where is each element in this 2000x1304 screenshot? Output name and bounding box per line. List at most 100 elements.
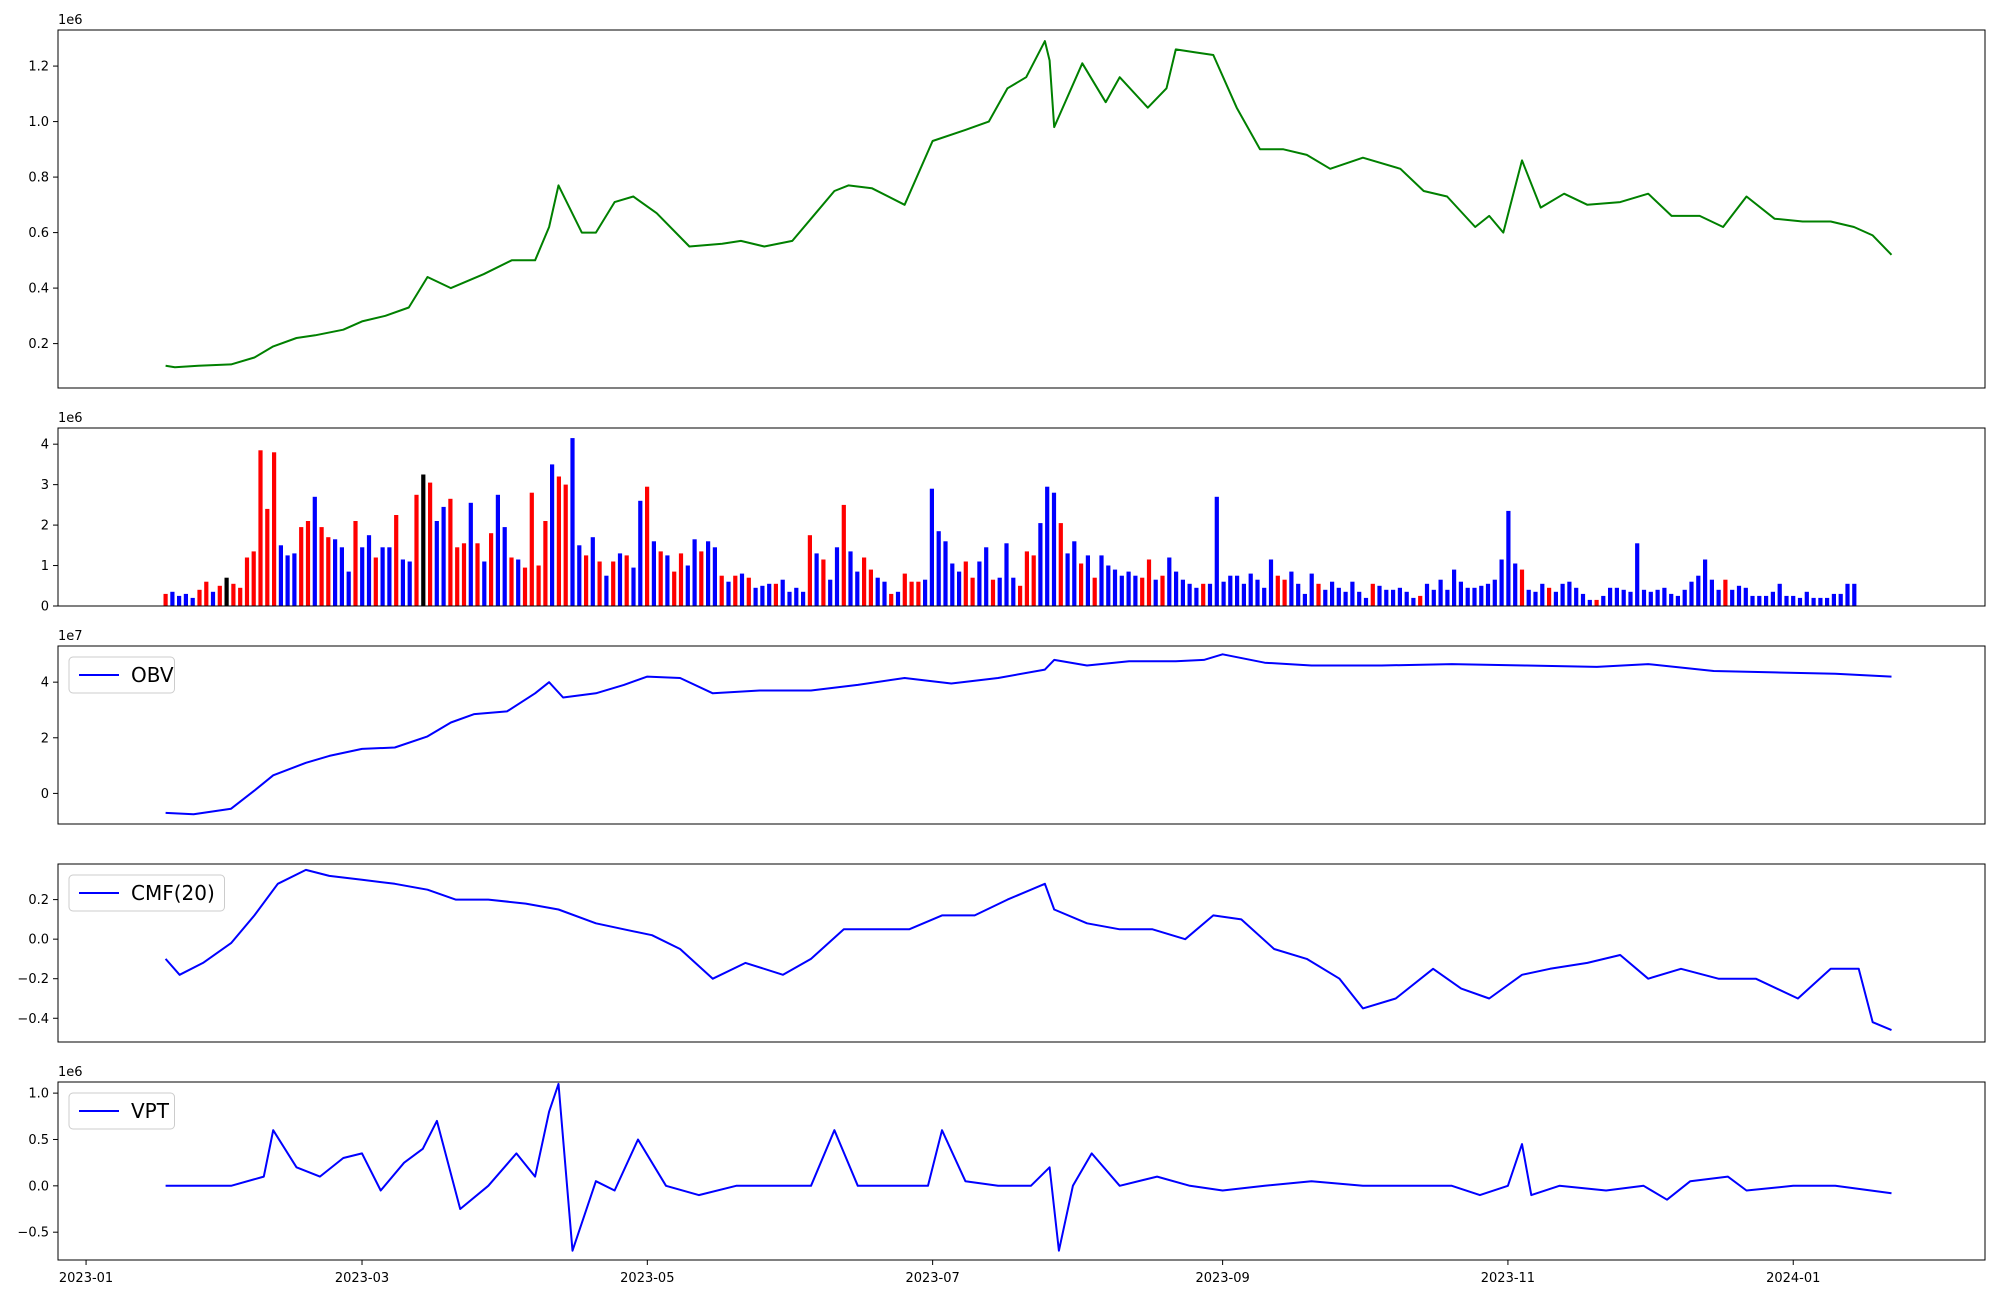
volume-bar: [1784, 595, 1789, 606]
volume-bar: [1601, 595, 1606, 606]
volume-bar: [1547, 587, 1552, 606]
volume-bar: [868, 569, 873, 606]
y-tick-label: −0.2: [17, 972, 49, 987]
volume-bar: [1018, 585, 1023, 606]
volume-bar: [1716, 589, 1721, 606]
volume-bar: [210, 591, 216, 606]
legend-label: CMF(20): [131, 881, 215, 905]
x-axis: 2023-01 2023-03 2023-05 2023-07 2023-09 2023-…: [59, 1260, 1820, 1286]
volume-bar: [1201, 583, 1206, 606]
x-tick-label: 2023-09: [1195, 1271, 1249, 1286]
volume-bar: [1818, 597, 1823, 606]
volume-bar: [923, 579, 928, 606]
volume-bar: [1146, 559, 1152, 606]
y-tick-label: 1.0: [28, 1087, 49, 1102]
y-tick-label: 3: [41, 478, 49, 493]
axis-offset-label: 1e6: [58, 411, 83, 426]
volume-bar: [407, 561, 412, 606]
y-tick-label: 0.0: [28, 1179, 49, 1194]
volume-bar: [1262, 587, 1267, 606]
volume-bar: [292, 553, 297, 606]
legend: CMF(20): [68, 874, 225, 912]
panel-frame: [57, 863, 1986, 1043]
legend-box: [68, 656, 175, 694]
volume-bar: [190, 597, 195, 606]
volume-bar: [183, 593, 188, 606]
volume-bar: [834, 547, 840, 606]
volume-bar: [353, 521, 358, 606]
volume-bar: [1058, 523, 1063, 606]
volume-bar: [366, 535, 372, 606]
volume-bar: [1506, 510, 1511, 606]
volume-bar: [319, 527, 324, 606]
y-tick-label: 0.0: [28, 933, 49, 948]
volume-bar: [1587, 599, 1592, 606]
volume-bar: [1180, 579, 1185, 606]
volume-bar: [963, 561, 968, 606]
panel-5: −0.5 0.0 0.5 1.0 1e6 VPT: [17, 1065, 1986, 1261]
volume-bar: [1757, 595, 1762, 606]
volume-bar: [807, 535, 812, 606]
volume-bar: [1112, 569, 1118, 606]
volume-bar: [726, 581, 731, 606]
y-tick-label: 0.8: [28, 171, 49, 186]
volume-bar: [1336, 587, 1341, 606]
panel-data: [165, 653, 1892, 816]
y-tick-label: 4: [41, 676, 49, 691]
volume-bar: [1465, 587, 1470, 606]
volume-bar: [428, 482, 433, 606]
volume-bar: [1160, 575, 1165, 606]
panel-data: [165, 1082, 1892, 1252]
volume-bar: [509, 557, 514, 606]
volume-bar: [1703, 559, 1708, 606]
volume-bar: [624, 555, 629, 606]
volume-bar: [400, 559, 405, 606]
panel-frame: [57, 645, 1986, 825]
volume-bar: [597, 561, 602, 606]
volume-bar: [231, 583, 236, 606]
volume-bar: [489, 533, 494, 606]
volume-bar: [611, 561, 616, 606]
volume-bar: [1479, 585, 1484, 606]
volume-bar: [1289, 571, 1294, 606]
volume-bar: [244, 557, 250, 606]
volume-bar: [882, 581, 887, 606]
volume-bar: [1119, 575, 1124, 606]
volume-bar: [163, 593, 168, 606]
x-tick-label: 2023-07: [905, 1271, 959, 1286]
volume-bar: [1404, 591, 1409, 606]
y-tick-label: −0.4: [17, 1012, 49, 1027]
volume-bar: [536, 565, 541, 606]
volume-bar: [1574, 587, 1579, 606]
legend-label: VPT: [131, 1099, 170, 1123]
volume-bar: [841, 504, 846, 606]
volume-bar: [1085, 555, 1090, 606]
volume-bar: [1207, 583, 1213, 606]
volume-bar: [1723, 579, 1728, 606]
volume-bar: [1791, 595, 1796, 606]
volume-bar: [217, 585, 222, 606]
volume-bar: [1357, 591, 1362, 606]
panel-4: −0.4 −0.2 0.0 0.2 CMF(20): [17, 863, 1986, 1043]
volume-bar: [495, 494, 500, 606]
volume-bar: [753, 587, 758, 606]
volume-bar: [1641, 589, 1647, 606]
volume-bar: [1275, 575, 1280, 606]
volume-bar: [529, 492, 534, 606]
volume-bar: [1343, 591, 1348, 606]
legend: OBV: [68, 656, 175, 694]
volume-bar: [1255, 579, 1260, 606]
volume-bar: [1431, 589, 1436, 606]
volume-bar: [556, 476, 561, 606]
volume-bar: [1635, 543, 1640, 606]
volume-bar: [373, 557, 378, 606]
volume-bar: [1187, 583, 1192, 606]
y-tick-label: 0.2: [28, 337, 49, 352]
volume-bar: [1492, 579, 1497, 606]
volume-bar: [577, 545, 582, 606]
volume-bar: [1268, 559, 1274, 606]
volume-bar: [482, 561, 487, 606]
volume-bar: [502, 527, 507, 606]
volume-bar: [285, 555, 290, 606]
y-tick-label: 0: [41, 600, 49, 615]
